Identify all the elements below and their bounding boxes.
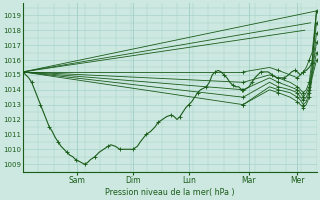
X-axis label: Pression niveau de la mer( hPa ): Pression niveau de la mer( hPa ): [105, 188, 235, 197]
